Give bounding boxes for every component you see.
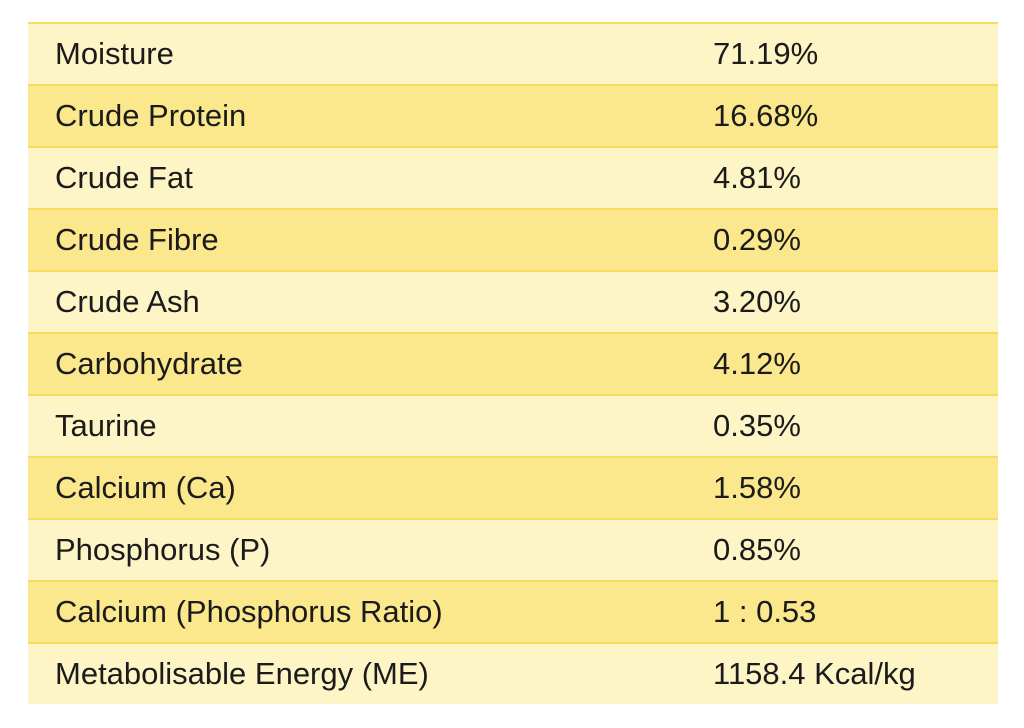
nutrient-name: Crude Protein bbox=[55, 98, 247, 133]
nutrient-value: 1 : 0.53 bbox=[713, 594, 817, 629]
nutrient-name: Crude Ash bbox=[55, 284, 200, 319]
nutrient-value: 4.12% bbox=[713, 346, 801, 381]
table-row: Calcium (Ca) 1.58% bbox=[28, 456, 998, 518]
table-row: Taurine 0.35% bbox=[28, 394, 998, 456]
nutrient-value: 3.20% bbox=[713, 284, 801, 319]
nutrient-name: Taurine bbox=[55, 408, 157, 443]
nutrient-value: 0.35% bbox=[713, 408, 801, 443]
table-row: Crude Ash 3.20% bbox=[28, 270, 998, 332]
nutrient-name: Calcium (Ca) bbox=[55, 470, 236, 505]
nutrient-name: Carbohydrate bbox=[55, 346, 243, 381]
nutrient-value: 71.19% bbox=[713, 36, 819, 71]
nutrient-value: 1158.4 Kcal/kg bbox=[713, 656, 916, 691]
table-row: Carbohydrate 4.12% bbox=[28, 332, 998, 394]
table-row: Crude Protein 16.68% bbox=[28, 84, 998, 146]
table-row: Moisture 71.19% bbox=[28, 22, 998, 84]
table-row: Metabolisable Energy (ME) 1158.4 Kcal/kg bbox=[28, 642, 998, 704]
table-row: Crude Fat 4.81% bbox=[28, 146, 998, 208]
nutrient-value: 0.29% bbox=[713, 222, 801, 257]
nutrient-name: Moisture bbox=[55, 36, 174, 71]
nutrition-table: Moisture 71.19% Crude Protein 16.68% Crude F… bbox=[28, 22, 998, 704]
nutrient-value: 0.85% bbox=[713, 532, 801, 567]
table-row: Phosphorus (P) 0.85% bbox=[28, 518, 998, 580]
table-row: Crude Fibre 0.29% bbox=[28, 208, 998, 270]
nutrient-name: Metabolisable Energy (ME) bbox=[55, 656, 429, 691]
nutrient-value: 4.81% bbox=[713, 160, 801, 195]
nutrient-name: Phosphorus (P) bbox=[55, 532, 271, 567]
nutrient-value: 16.68% bbox=[713, 98, 819, 133]
nutrient-name: Crude Fat bbox=[55, 160, 193, 195]
table-row: Calcium (Phosphorus Ratio) 1 : 0.53 bbox=[28, 580, 998, 642]
nutrient-name: Calcium (Phosphorus Ratio) bbox=[55, 594, 443, 629]
nutrient-value: 1.58% bbox=[713, 470, 801, 505]
nutrient-name: Crude Fibre bbox=[55, 222, 219, 257]
